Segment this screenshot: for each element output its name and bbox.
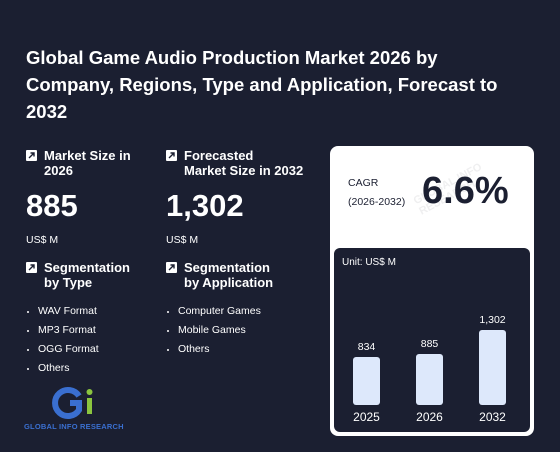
cagr-value: 6.6% — [422, 170, 509, 212]
list-item: WAV Format — [26, 302, 130, 321]
cagr-label: CAGR (2026-2032) — [348, 177, 406, 208]
bar-value-label: 1,302 — [479, 314, 505, 326]
segmentation-type-block: Segmentation by Type WAV Format MP3 Form… — [26, 260, 130, 378]
bar-chart: Unit: US$ M 834 2025 885 2026 1,302 2032 — [334, 248, 530, 432]
category-label: 2026 — [416, 410, 443, 424]
segmentation-application-block: Segmentation by Application Computer Gam… — [166, 260, 273, 359]
list-item: Computer Games — [166, 302, 273, 321]
bar-value-label: 885 — [421, 338, 439, 350]
arrow-icon — [166, 150, 177, 161]
arrow-icon — [26, 262, 37, 273]
bar-2026 — [416, 354, 443, 405]
market-size-unit: US$ M — [26, 234, 59, 246]
cagr-card: GLOBAL INFO RESEARCH CAGR (2026-2032) 6.… — [330, 146, 534, 436]
bullet-icon — [167, 329, 169, 332]
segmentation-application-label: Segmentation by Application — [184, 260, 274, 290]
bullet-icon — [27, 367, 29, 370]
bullet-icon — [27, 348, 29, 351]
forecast-label: Forecasted Market Size in 2032 — [184, 148, 304, 178]
bar-value-label: 834 — [358, 341, 376, 353]
market-size-value: 885 — [26, 188, 78, 223]
application-list: Computer Games Mobile Games Others — [166, 302, 273, 359]
market-size-block: Market Size in 2026 885 US$ M — [26, 148, 131, 246]
company-logo: GLOBAL INFO RESEARCH — [24, 386, 124, 431]
bullet-icon — [27, 310, 29, 313]
bullet-icon — [27, 329, 29, 332]
bar-chart-svg: 834 2025 885 2026 1,302 2032 — [353, 314, 506, 424]
market-size-label: Market Size in 2026 — [44, 148, 131, 178]
bullet-icon — [167, 348, 169, 351]
list-item: Others — [166, 340, 273, 359]
forecast-block: Forecasted Market Size in 2032 1,302 US$… — [166, 148, 303, 246]
forecast-value: 1,302 — [166, 188, 244, 223]
list-item: MP3 Format — [26, 321, 130, 340]
category-label: 2032 — [479, 410, 506, 424]
type-list: WAV Format MP3 Format OGG Format Others — [26, 302, 130, 378]
list-item: OGG Format — [26, 340, 130, 359]
category-label: 2025 — [353, 410, 380, 424]
bullet-icon — [167, 310, 169, 313]
bar-2032 — [479, 330, 506, 405]
segmentation-type-label: Segmentation by Type — [44, 260, 130, 290]
page-title: Global Game Audio Production Market 2026… — [26, 47, 498, 122]
chart-unit-label: Unit: US$ M — [342, 257, 396, 268]
forecast-unit: US$ M — [166, 234, 199, 246]
bar-2025 — [353, 356, 380, 405]
arrow-icon — [166, 262, 177, 273]
list-item: Mobile Games — [166, 321, 273, 340]
arrow-icon — [26, 150, 37, 161]
list-item: Others — [26, 359, 130, 378]
logo-text: GLOBAL INFO RESEARCH — [24, 422, 124, 431]
